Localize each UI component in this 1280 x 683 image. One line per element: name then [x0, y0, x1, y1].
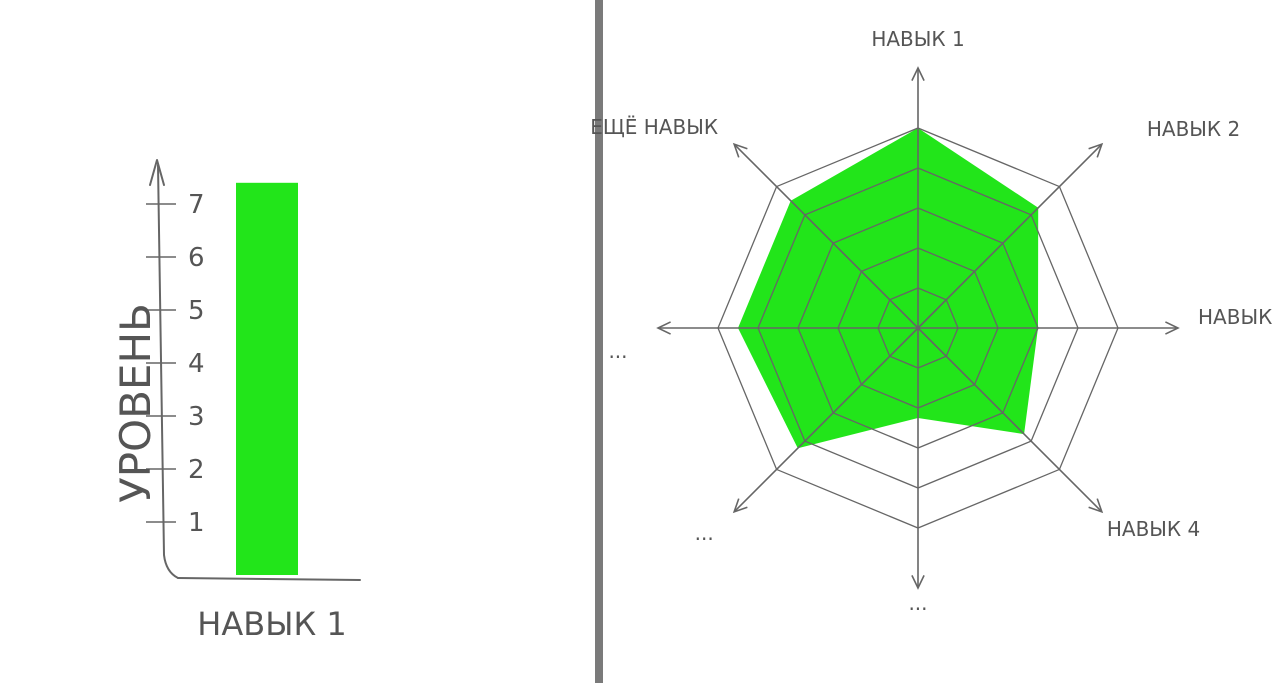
y-tick-label: 7: [188, 190, 205, 220]
bar-skill-1: [236, 182, 298, 576]
y-tick-label: 5: [188, 296, 205, 326]
radar-axis-arrow: [1088, 498, 1104, 514]
radar-axis-arrow: [732, 498, 748, 514]
y-ticks: 1 2 3 4 5 6 7: [146, 190, 205, 538]
y-axis-arrow: [149, 159, 165, 186]
x-axis-line: [177, 577, 361, 581]
y-axis-label: УРОВЕНЬ: [111, 303, 160, 503]
radar-axis-arrow: [911, 575, 925, 590]
radar-axis: [917, 143, 1103, 329]
radar-axis-label: НАВЫК 3: [1198, 305, 1280, 329]
radar-axis-label: ...: [695, 521, 714, 545]
y-tick-label: 3: [188, 402, 205, 432]
y-tick-label: 1: [188, 508, 205, 538]
y-tick-label: 4: [188, 349, 205, 379]
radar-axis-label: ЕЩЁ НАВЫК: [590, 115, 718, 139]
radar-axis: [733, 327, 919, 513]
radar-axis-label: НАВЫК 2: [1147, 117, 1240, 141]
radar-axis-arrow: [911, 66, 925, 81]
radar-axis-label: ...: [608, 339, 627, 363]
y-tick-label: 2: [188, 455, 205, 485]
y-tick-label: 6: [188, 243, 205, 273]
radar-axis-arrow: [1165, 321, 1180, 335]
radar-axis-arrow: [1088, 142, 1104, 158]
radar-axis-label: НАВЫК 1: [871, 27, 964, 51]
radar-axis-arrow: [656, 321, 671, 335]
panel-divider: [595, 0, 603, 683]
radar-axis-label: НАВЫК 4: [1107, 517, 1200, 541]
radar-area: [738, 128, 1039, 449]
radar-chart: НАВЫК 1 НАВЫК 2 НАВЫК 3 НАВЫК 4......... ЕЩЁ…: [590, 27, 1280, 615]
x-axis-label: НАВЫК 1: [197, 605, 346, 643]
radar-axis-arrow: [732, 142, 748, 158]
radar-axis: [733, 143, 919, 329]
bar-chart: 1 2 3 4 5 6 7 УРОВЕНЬ НАВЫК 1: [111, 159, 361, 643]
y-axis-line: [157, 164, 179, 579]
radar-axis: [917, 327, 1103, 513]
radar-axis-label: ...: [908, 591, 927, 615]
